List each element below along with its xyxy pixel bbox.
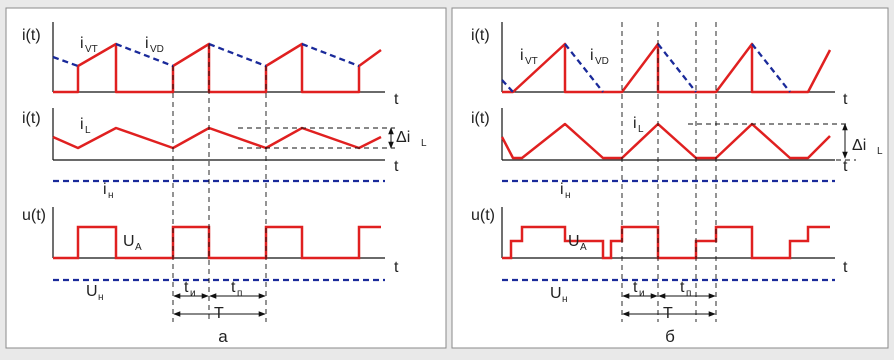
- y-axis-label: u(t): [471, 207, 495, 224]
- i-n-subscript: н: [108, 190, 114, 201]
- u-n-label: U: [550, 285, 562, 302]
- panel-b-timing: t и t п T: [621, 22, 717, 322]
- x-axis-label: t: [394, 91, 399, 108]
- i-vd-trace: [301, 42, 360, 68]
- t-off-label: t: [231, 279, 236, 296]
- x-axis-label: t: [843, 91, 848, 108]
- x-axis-label: t: [394, 158, 399, 175]
- t-on-subscript: и: [190, 288, 196, 299]
- y-axis-label: i(t): [471, 27, 490, 44]
- i-vd-subscript: VD: [595, 56, 609, 67]
- x-axis-label: t: [843, 259, 848, 276]
- i-vd-trace: [501, 79, 514, 93]
- t-off-label: t: [680, 279, 685, 296]
- i-vd-label: i: [590, 47, 594, 64]
- period-label: T: [663, 305, 673, 322]
- i-vd-label: i: [145, 35, 149, 52]
- i-vd-trace: [564, 43, 604, 93]
- i-vd-trace: [115, 42, 174, 68]
- u-a-label: U: [568, 233, 580, 250]
- t-on-subscript: и: [639, 288, 645, 299]
- i-l-subscript: L: [85, 125, 91, 136]
- i-n-subscript: н: [565, 190, 571, 201]
- x-axis-label: t: [394, 259, 399, 276]
- delta-i-subscript: L: [421, 138, 427, 149]
- i-vt-trace: [53, 42, 382, 94]
- i-vt-subscript: VT: [525, 56, 538, 67]
- y-axis-label: i(t): [22, 27, 41, 44]
- i-l-label: i: [80, 116, 84, 133]
- i-l-subscript: L: [638, 124, 644, 135]
- delta-i-label: Δi: [396, 129, 410, 146]
- t-off-subscript: п: [237, 288, 242, 299]
- panel-a: i(t) t i VT i VD i(t) t i L i н Δi L: [5, 7, 447, 349]
- i-vt-label: i: [80, 35, 84, 52]
- u-n-label: U: [86, 283, 98, 300]
- t-off-subscript: п: [686, 288, 691, 299]
- i-vd-trace: [657, 43, 697, 93]
- i-vt-subscript: VT: [85, 44, 98, 55]
- u-a-label: U: [123, 233, 135, 250]
- i-n-label: i: [560, 181, 564, 198]
- i-vd-subscript: VD: [150, 44, 164, 55]
- t-on-label: t: [633, 279, 638, 296]
- panel-b-graph-bottom: u(t) t U А U н: [471, 207, 848, 305]
- u-a-subscript: А: [580, 242, 587, 253]
- panel-b: i(t) t i VT i VD i(t) t i L i н Δi L: [451, 7, 889, 349]
- panel-a-timing: t и t п T: [172, 44, 267, 322]
- t-on-label: t: [184, 279, 189, 296]
- panel-b-background: [451, 7, 889, 349]
- u-a-subscript: А: [135, 242, 142, 253]
- i-vd-trace: [52, 55, 79, 68]
- y-axis-label: u(t): [22, 207, 46, 224]
- i-vd-trace: [751, 43, 791, 93]
- period-label: T: [214, 305, 224, 322]
- panel-b-caption: б: [665, 327, 675, 346]
- i-n-label: i: [103, 181, 107, 198]
- i-vd-trace: [208, 42, 267, 68]
- delta-i-subscript: L: [877, 146, 883, 157]
- u-n-subscript: н: [98, 292, 104, 303]
- i-vt-label: i: [520, 47, 524, 64]
- u-n-subscript: н: [562, 294, 568, 305]
- delta-i-label: Δi: [852, 137, 866, 154]
- panel-a-caption: а: [218, 327, 228, 346]
- panel-a-graph-top: i(t) t i VT i VD: [22, 22, 399, 108]
- y-axis-label: i(t): [22, 110, 41, 127]
- x-axis-label: t: [843, 158, 848, 175]
- panel-a-background: [5, 7, 447, 349]
- u-a-trace: [502, 225, 830, 260]
- y-axis-label: i(t): [471, 110, 490, 127]
- i-l-label: i: [633, 115, 637, 132]
